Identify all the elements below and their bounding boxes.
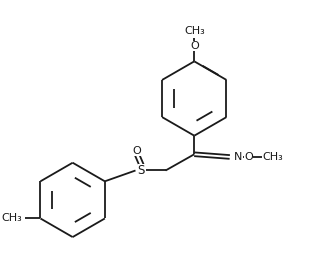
Text: O: O — [133, 146, 141, 156]
Text: O: O — [190, 41, 199, 51]
Text: N: N — [234, 152, 243, 162]
Text: CH₃: CH₃ — [262, 152, 283, 162]
Text: CH₃: CH₃ — [184, 26, 205, 36]
Text: CH₃: CH₃ — [1, 214, 22, 224]
Text: O: O — [244, 152, 253, 162]
Text: S: S — [138, 164, 145, 177]
